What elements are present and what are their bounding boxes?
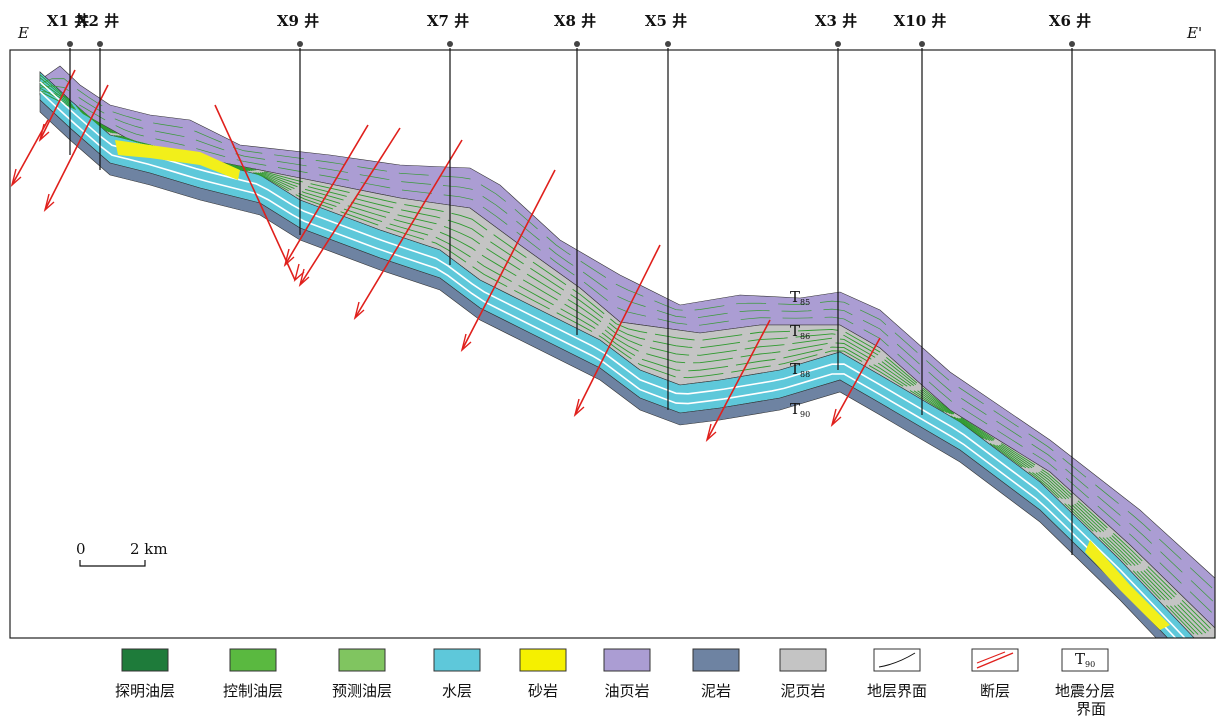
legend-label: 断层 bbox=[980, 682, 1010, 700]
horizon-label-sub: 90 bbox=[800, 410, 810, 419]
well-symbol bbox=[835, 41, 841, 47]
well-symbol bbox=[665, 41, 671, 47]
well-name: X9 井 bbox=[277, 12, 319, 30]
legend-label: 油页岩 bbox=[604, 682, 649, 700]
well-symbol bbox=[297, 41, 303, 47]
well-name: X10 井 bbox=[894, 12, 947, 30]
legend-swatch bbox=[874, 649, 920, 671]
legend-label: 泥岩 bbox=[701, 682, 731, 700]
legend-swatch bbox=[339, 649, 385, 671]
well-symbol bbox=[574, 41, 580, 47]
legend-label: 界面 bbox=[1076, 700, 1106, 718]
well-name: X6 井 bbox=[1049, 12, 1091, 30]
legend-label: 砂岩 bbox=[528, 682, 558, 700]
legend-swatch bbox=[230, 649, 276, 671]
legend-label: 预测油层 bbox=[332, 682, 392, 700]
legend-label: 探明油层 bbox=[115, 682, 175, 700]
section-right: E' bbox=[1186, 24, 1202, 42]
legend-swatch bbox=[434, 649, 480, 671]
strata bbox=[12, 66, 1217, 702]
well-symbol bbox=[919, 41, 925, 47]
legend-swatch bbox=[520, 649, 566, 671]
scale-start: 0 bbox=[76, 540, 86, 558]
fault bbox=[12, 120, 48, 185]
well-name: X8 井 bbox=[554, 12, 596, 30]
horizon-label-letter: T bbox=[790, 322, 800, 340]
legend-label: 地层界面 bbox=[867, 682, 927, 700]
scale-bar: 0 2 km bbox=[76, 540, 168, 566]
well-name: X3 井 bbox=[815, 12, 857, 30]
horizon-label-letter: T bbox=[790, 360, 800, 378]
cross-section: E E' 0 2 km X1 井X2 井X9 井X7 井X8 井X5 井X3 井… bbox=[0, 0, 1217, 720]
horizon-label-letter: T bbox=[790, 400, 800, 418]
well-symbol bbox=[67, 41, 73, 47]
legend-swatch bbox=[604, 649, 650, 671]
well-name: X2 井 bbox=[77, 12, 119, 30]
legend-symbol-sub: 90 bbox=[1085, 660, 1095, 669]
legend-label: 地震分层 bbox=[1055, 682, 1115, 700]
horizon-label: T85 bbox=[790, 288, 810, 307]
legend-swatch bbox=[122, 649, 168, 671]
well-name: X7 井 bbox=[427, 12, 469, 30]
legend-swatch bbox=[693, 649, 739, 671]
legend-swatch bbox=[780, 649, 826, 671]
well-symbol bbox=[447, 41, 453, 47]
horizon-label-sub: 86 bbox=[800, 332, 810, 341]
legend-label: 水层 bbox=[442, 682, 472, 700]
horizon-label-sub: 88 bbox=[800, 370, 810, 379]
legend-label: 控制油层 bbox=[223, 682, 283, 700]
section-left: E bbox=[17, 24, 29, 42]
scale-end: 2 km bbox=[130, 540, 168, 558]
horizon-label-letter: T bbox=[790, 288, 800, 306]
well-name: X5 井 bbox=[645, 12, 687, 30]
horizon-label-sub: 85 bbox=[800, 298, 810, 307]
well-symbol bbox=[97, 41, 103, 47]
legend-symbol-letter: T bbox=[1075, 650, 1085, 668]
legend-label: 泥页岩 bbox=[780, 682, 825, 700]
well-symbol bbox=[1069, 41, 1075, 47]
